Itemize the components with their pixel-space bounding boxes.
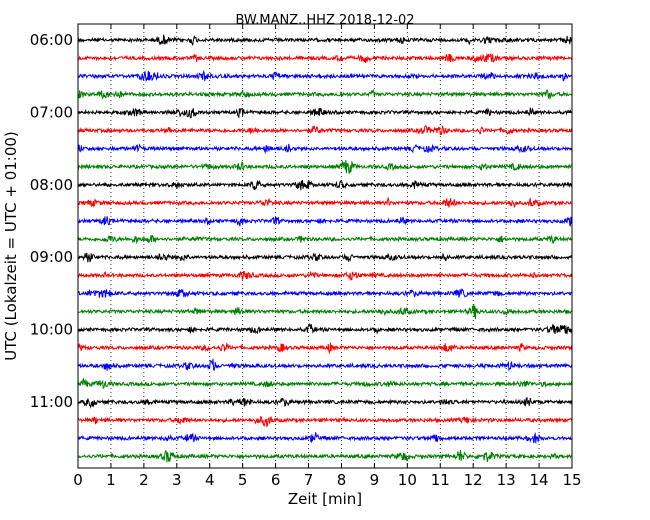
x-tick-label: 12	[464, 471, 483, 489]
seismic-trace	[77, 234, 573, 245]
plot-frame	[77, 23, 573, 469]
x-tick-label: 9	[370, 471, 380, 489]
seismic-trace	[77, 397, 573, 409]
seismic-trace	[77, 288, 573, 299]
x-tick-label: 2	[139, 471, 149, 489]
x-tick-label: 15	[562, 471, 581, 489]
y-axis-ticks: 06:00 07:00 08:00 09:00 10:00 11:00	[30, 31, 572, 411]
y-axis-label: UTC (Lokalzeit = UTC + 01:00)	[2, 131, 20, 361]
seismic-trace	[77, 216, 573, 227]
chart-title: BW.MANZ..HHZ 2018-12-02	[235, 13, 414, 28]
seismic-trace	[77, 53, 573, 63]
y-tick-label: 09:00	[30, 248, 73, 266]
x-tick-label: 13	[497, 471, 516, 489]
x-tick-label: 3	[172, 471, 182, 489]
seismic-trace	[77, 159, 573, 174]
seismic-trace	[77, 358, 573, 372]
y-tick-label: 08:00	[30, 176, 73, 194]
seismic-trace	[77, 196, 573, 209]
seismic-trace	[77, 377, 573, 390]
x-tick-label: 1	[106, 471, 116, 489]
seismic-trace	[77, 270, 573, 281]
x-tick-label: 5	[238, 471, 248, 489]
seismic-trace	[77, 415, 573, 428]
seismic-trace	[77, 303, 573, 320]
seismic-trace	[77, 252, 573, 263]
seismic-trace	[77, 125, 573, 136]
seismic-trace	[77, 34, 573, 47]
x-tick-label: 11	[431, 471, 450, 489]
seismic-traces	[77, 34, 573, 463]
x-tick-label: 7	[304, 471, 314, 489]
seismic-trace	[77, 179, 573, 191]
seismic-trace	[77, 431, 573, 444]
x-tick-label: 4	[205, 471, 215, 489]
seismic-trace	[77, 69, 573, 82]
seismic-trace	[77, 342, 573, 355]
x-tick-label: 6	[271, 471, 281, 489]
x-axis-ticks: 0 1 2 3 4 5 6 7 8 9 10 11 12 13 14 15	[73, 24, 582, 489]
x-tick-label: 0	[73, 471, 83, 489]
y-tick-label: 06:00	[30, 31, 73, 49]
seismic-trace	[77, 143, 573, 155]
x-tick-label: 10	[398, 471, 417, 489]
y-tick-label: 07:00	[30, 103, 73, 121]
y-tick-label: 10:00	[30, 321, 73, 339]
seismic-trace	[77, 449, 573, 463]
x-tick-label: 14	[530, 471, 549, 489]
seismic-trace	[77, 107, 573, 119]
seismic-trace	[77, 322, 573, 335]
seismic-trace	[77, 88, 573, 101]
x-tick-label: 8	[337, 471, 347, 489]
y-tick-label: 11:00	[30, 393, 73, 411]
x-axis-label: Zeit [min]	[288, 490, 362, 508]
